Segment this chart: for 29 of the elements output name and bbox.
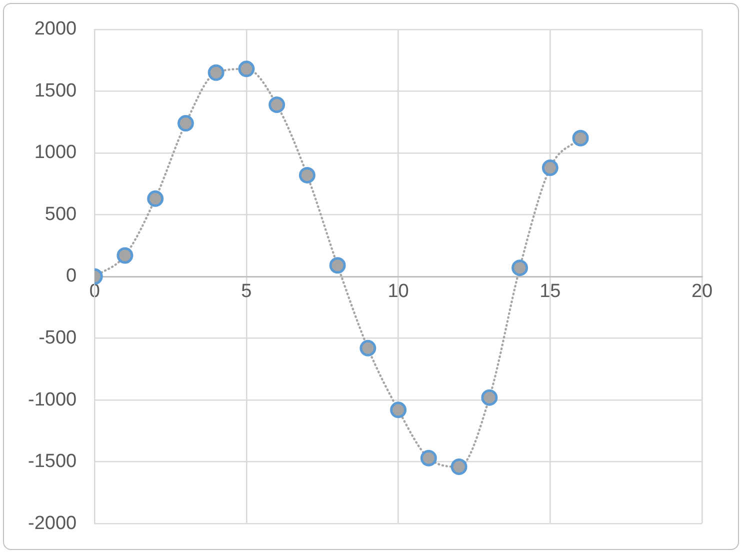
point bbox=[298, 166, 316, 184]
point bbox=[329, 257, 346, 274]
point bbox=[542, 160, 558, 176]
y-tick-label: -2000 bbox=[28, 512, 77, 534]
point bbox=[208, 64, 224, 81]
y-tick-label: -1500 bbox=[28, 451, 77, 472]
x-tick-label: 5 bbox=[241, 281, 252, 302]
point bbox=[238, 60, 255, 78]
y-tick-label: 2000 bbox=[34, 18, 77, 40]
point bbox=[481, 389, 498, 406]
point bbox=[147, 190, 164, 207]
point bbox=[420, 450, 437, 466]
x-tick-label: 10 bbox=[388, 281, 409, 302]
x-tick-label: 15 bbox=[540, 281, 561, 302]
point bbox=[450, 458, 468, 476]
y-tick-label: 500 bbox=[44, 204, 77, 225]
point bbox=[512, 260, 528, 276]
y-tick-label: -500 bbox=[38, 328, 77, 349]
point bbox=[116, 247, 134, 264]
y-tick-label: 1500 bbox=[34, 80, 77, 102]
y-tick-label: 0 bbox=[66, 266, 77, 287]
y-tick-label: -1000 bbox=[28, 389, 77, 410]
point bbox=[268, 96, 286, 114]
y-tick-label: 1000 bbox=[34, 142, 77, 164]
point bbox=[360, 340, 376, 356]
point bbox=[390, 402, 407, 418]
point bbox=[572, 130, 589, 146]
x-tick-label: 20 bbox=[691, 281, 713, 302]
point bbox=[177, 115, 194, 132]
